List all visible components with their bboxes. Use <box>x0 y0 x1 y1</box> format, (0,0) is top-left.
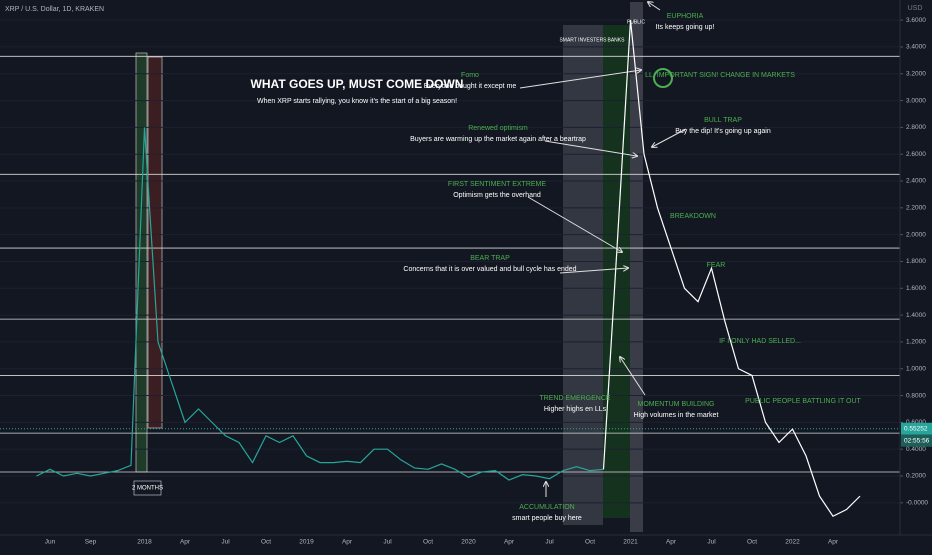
annotation-heading: Fomo <box>461 72 479 79</box>
series-line <box>602 20 861 517</box>
x-tick-label: Jul <box>545 539 554 546</box>
y-tick-label: 2.8000 <box>906 124 926 131</box>
zone-label: PUBLIC <box>627 19 645 25</box>
series-line <box>36 127 604 481</box>
y-tick-label: 1.8000 <box>906 258 926 265</box>
header: XRP / U.S. Dollar, 1D, KRAKEN <box>5 6 104 13</box>
x-tick-label: Jun <box>45 539 56 546</box>
annotation-heading: FIRST SENTIMENT EXTREME <box>448 181 546 188</box>
y-tick-label: 2.6000 <box>906 151 926 158</box>
x-tick-label: Oct <box>747 539 757 546</box>
last-price-box <box>901 422 932 435</box>
annotation-text: Everyone bought it except me <box>424 83 517 90</box>
annotation-heading: Renewed optimism <box>468 125 528 132</box>
y-tick-label: 3.0000 <box>906 97 926 104</box>
currency: USD <box>908 5 923 12</box>
y-tick-label: 2.0000 <box>906 231 926 238</box>
annotation-text: Its keeps going up! <box>656 24 715 31</box>
zones <box>135 2 643 532</box>
annotation-text: Buy the dip! It's going up again <box>675 128 771 135</box>
annotation-text: Optimism gets the overhand <box>453 192 541 199</box>
y-tick-label: 1.0000 <box>906 365 926 372</box>
period-box <box>133 480 162 496</box>
y-tick-label: 0.2000 <box>906 473 926 480</box>
annotation-heading: BULL TRAP <box>704 117 742 124</box>
annotation-heading: EUPHORIA <box>667 13 704 20</box>
x-tick-label: Apr <box>666 539 677 546</box>
annotation-text: Concerns that it is over valued and bull… <box>403 266 576 273</box>
y-tick-label: 1.6000 <box>906 285 926 292</box>
arrow <box>519 70 641 89</box>
x-tick-label: 2022 <box>785 539 800 546</box>
x-tick-label: Apr <box>180 539 191 546</box>
annotation-heading: IF I ONLY HAD SELLED... <box>719 338 801 345</box>
y-tick-label: 0.6000 <box>906 419 926 426</box>
arrow <box>648 2 661 11</box>
box-green <box>135 52 148 473</box>
annotation-heading: BEAR TRAP <box>470 255 510 262</box>
period-label: 2 MONTHS <box>132 486 163 492</box>
x-tick-label: Sep <box>85 539 97 546</box>
box-red <box>147 56 163 429</box>
y-tick-label: -0.0000 <box>906 500 928 507</box>
y-tick-label: 3.4000 <box>906 44 926 51</box>
countdown-label: 02:55:56 <box>904 437 930 444</box>
annotation-heading: PUBLIC PEOPLE BATTLING IT OUT <box>745 398 861 405</box>
zone-label: SMART INVESTERS <box>559 37 607 43</box>
arrow <box>620 357 646 396</box>
ll-circle <box>653 68 673 88</box>
arrows <box>519 2 687 497</box>
x-tick-label: Jul <box>383 539 392 546</box>
x-tick-label: Jul <box>707 539 716 546</box>
arrow <box>652 128 687 147</box>
x-tick-label: Jul <box>221 539 230 546</box>
annotation-subtitle: When XRP starts rallying, you know it's … <box>257 98 457 105</box>
annotation-heading: FEAR <box>707 262 726 269</box>
annotation-text: Buyers are warming up the market again a… <box>410 136 586 143</box>
x-tick-label: Oct <box>423 539 433 546</box>
zone-label: BANKS <box>608 37 626 43</box>
x-tick-label: Oct <box>585 539 595 546</box>
x-tick-label: 2021 <box>623 539 638 546</box>
y-tick-label: 1.4000 <box>906 312 926 319</box>
y-tick-label: 0.8000 <box>906 392 926 399</box>
last-price-label: 0.55252 <box>904 425 928 432</box>
arrow <box>544 140 637 156</box>
y-tick-label: 2.4000 <box>906 178 926 185</box>
y-tick-label: 3.6000 <box>906 17 926 24</box>
y-tick-label: 0.4000 <box>906 446 926 453</box>
annotation-title: WHAT GOES UP, MUST COME DOWN <box>251 77 464 91</box>
countdown-box <box>901 434 932 447</box>
annotation-heading: TREND EMERGENCE <box>539 395 611 402</box>
annotation-text: Higher highs en LLs <box>544 406 607 413</box>
zone-smart <box>563 25 603 525</box>
zone-public <box>630 2 643 532</box>
x-tick-label: Apr <box>342 539 353 546</box>
arrow <box>559 268 628 274</box>
annotation-heading: ACCUMULATION <box>519 504 574 511</box>
annotation-text: smart people buy here <box>512 515 582 522</box>
y-tick-label: 2.2000 <box>906 205 926 212</box>
x-tick-label: 2020 <box>461 539 476 546</box>
x-tick-label: 2018 <box>137 539 152 546</box>
x-tick-label: Apr <box>828 539 839 546</box>
annotation-heading: MOMENTUM BUILDING <box>638 401 715 408</box>
y-tick-label: 3.2000 <box>906 70 926 77</box>
arrow <box>527 196 622 252</box>
y-tick-label: 1.2000 <box>906 339 926 346</box>
annotation-text: High volumes in the market <box>634 412 719 419</box>
annotation-heading: LL, IMPORTANT SIGN! CHANGE IN MARKETS <box>645 72 795 79</box>
annotation-heading: BREAKDOWN <box>670 213 716 220</box>
x-tick-label: 2019 <box>299 539 314 546</box>
x-tick-label: Oct <box>261 539 271 546</box>
x-tick-label: Apr <box>504 539 515 546</box>
